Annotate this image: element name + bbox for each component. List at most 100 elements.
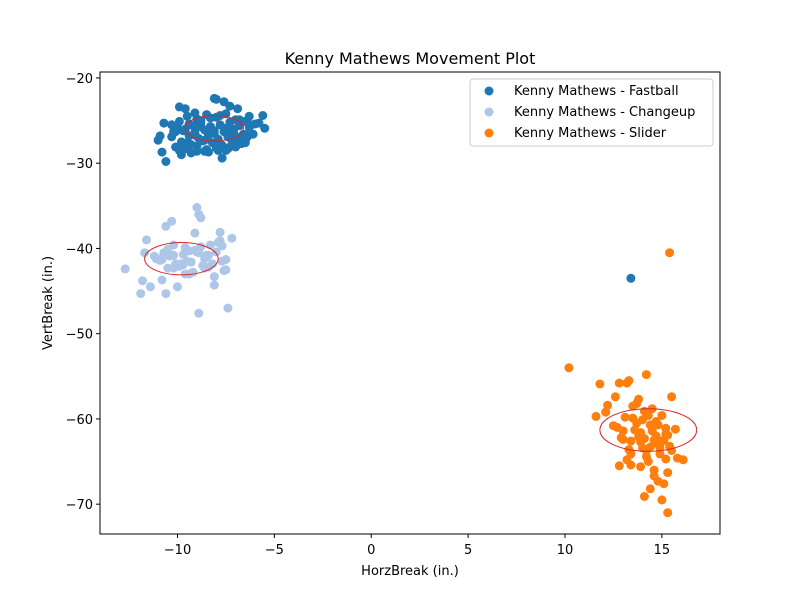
scatter-point [663, 430, 673, 440]
scatter-point [142, 235, 151, 245]
scatter-point [618, 426, 628, 436]
scatter-point [140, 248, 150, 258]
scatter-point [614, 461, 624, 471]
scatter-point [219, 123, 229, 133]
scatter-point [614, 378, 624, 388]
scatter-point [248, 129, 258, 139]
x-axis-label: HorzBreak (in.) [361, 564, 459, 579]
scatter-point [595, 379, 605, 389]
scatter-point [223, 303, 233, 313]
scatter-point [176, 150, 186, 160]
scatter-point [161, 221, 171, 231]
scatter-point [639, 406, 649, 416]
scatter-point [194, 308, 204, 318]
chart-title: Kenny Mathews Movement Plot [285, 49, 536, 68]
scatter-point [169, 240, 179, 250]
scatter-point [215, 227, 225, 237]
scatter-point [186, 148, 196, 158]
scatter-point [667, 446, 677, 455]
scatter-point [190, 228, 200, 238]
scatter-point [641, 446, 651, 455]
scatter-point [161, 289, 171, 299]
scatter-point [192, 203, 202, 212]
scatter-point [630, 425, 640, 435]
legend: Kenny Mathews - Fastball Kenny Mathews -… [469, 78, 714, 147]
scatter-point [260, 123, 270, 133]
scatter-point [233, 140, 243, 149]
scatter-point [138, 276, 148, 286]
legend-label-changeup: Kenny Mathews - Changeup [514, 105, 695, 120]
scatter-point [258, 111, 268, 120]
scatter-point [643, 457, 653, 466]
scatter-point [649, 471, 659, 481]
scatter-point [136, 289, 146, 299]
scatter-point [225, 117, 235, 127]
scatter-point [657, 411, 667, 420]
scatter-point [227, 233, 237, 243]
scatter-point [645, 484, 655, 494]
legend-label-slider: Kenny Mathews - Slider [514, 126, 667, 141]
y-tick-label: −20 [66, 72, 93, 87]
x-tick-label: 5 [464, 543, 472, 558]
scatter-point [651, 431, 661, 441]
scatter-point [620, 412, 630, 422]
scatter-point [145, 282, 155, 292]
scatter-point [254, 118, 264, 128]
scatter-point [196, 213, 206, 223]
scatter-point [661, 423, 671, 433]
scatter-point [209, 93, 219, 103]
scatter-point [639, 492, 649, 501]
scatter-point [163, 263, 173, 273]
legend-box [469, 78, 714, 147]
scatter-point [190, 108, 200, 118]
scatter-point [217, 153, 227, 163]
group-ellipse-1 [144, 242, 219, 276]
scatter-point [157, 147, 167, 157]
x-tick-label: −10 [164, 543, 191, 558]
scatter-point [610, 392, 620, 402]
scatter-point [663, 508, 673, 518]
x-tick-label: 0 [367, 543, 375, 558]
scatter-point [180, 104, 190, 114]
scatter-point [200, 146, 210, 156]
scatter-point [204, 250, 213, 260]
series-0 [153, 93, 636, 283]
scatter-point [632, 399, 642, 409]
legend-marker-fastball [484, 86, 494, 96]
scatter-point [564, 363, 574, 373]
scatter-point [182, 111, 192, 121]
scatter-point [641, 370, 651, 380]
scatter-point [622, 455, 632, 465]
scatter-point [184, 269, 194, 279]
scatter-point [205, 113, 215, 123]
y-tick-label: −50 [66, 328, 93, 343]
scatter-point [209, 126, 219, 136]
scatter-point [169, 250, 179, 260]
scatter-point [233, 104, 243, 114]
scatter-point [657, 495, 667, 505]
scatter-point [626, 436, 636, 446]
scatter-point [235, 115, 244, 125]
scatter-point [636, 462, 646, 472]
scatter-point [624, 376, 634, 386]
scatter-point [665, 248, 675, 258]
x-tick-label: 15 [654, 543, 671, 558]
scatter-point [178, 260, 188, 270]
scatter-point [670, 424, 680, 434]
scatter-point [209, 272, 219, 282]
scatter-point [225, 142, 235, 152]
scatter-point [225, 101, 235, 111]
series-2 [564, 248, 688, 518]
scatter-point [157, 255, 167, 264]
scatter-point [244, 111, 254, 121]
scatter-point [167, 120, 177, 130]
scatter-point [190, 245, 200, 255]
scatter-point [653, 420, 663, 430]
scatter-point [215, 236, 225, 246]
scatter-point [213, 145, 223, 155]
y-tick-label: −40 [66, 242, 93, 257]
y-axis-ticks: −20 −30 −40 −50 −60 −70 [66, 72, 100, 513]
scatter-point [678, 455, 688, 465]
scatter-point [221, 255, 231, 264]
